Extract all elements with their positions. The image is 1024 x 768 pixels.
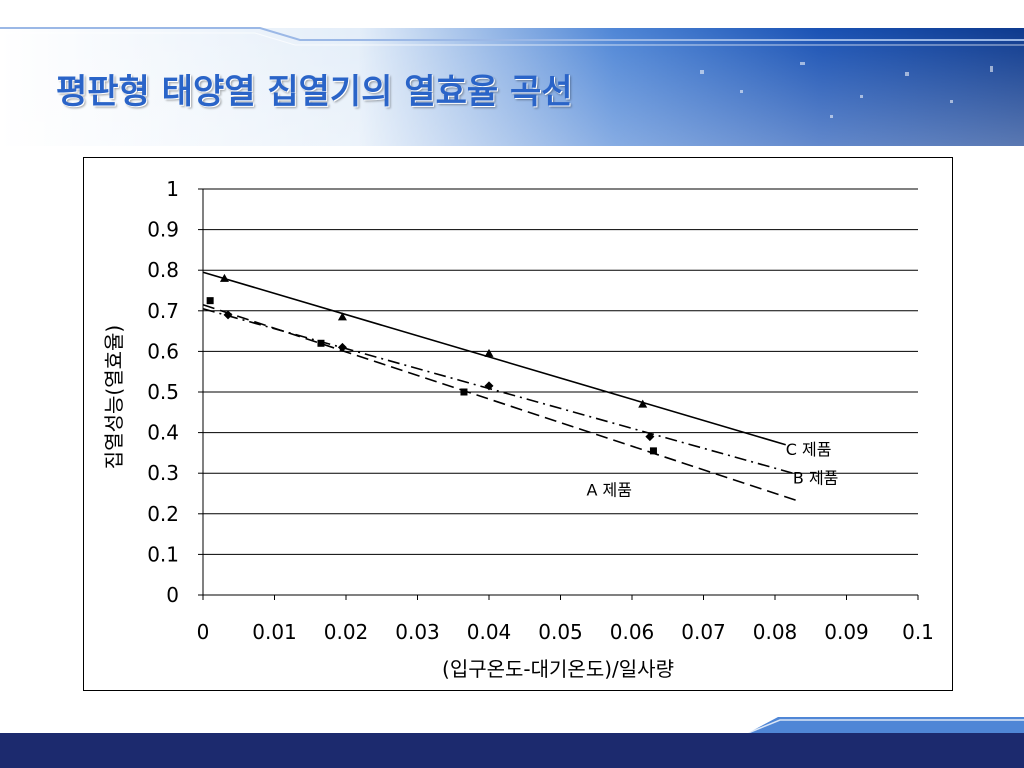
x-tick-label-6: 0.06	[610, 620, 655, 644]
y-tick-label-5: 0.5	[147, 380, 179, 404]
series-b-point-3	[645, 432, 655, 442]
x-tick-label-5: 0.05	[538, 620, 583, 644]
x-tick-label-7: 0.07	[681, 620, 726, 644]
y-tick-label-8: 0.8	[147, 258, 179, 282]
header-banner	[0, 27, 1024, 146]
x-tick-label-4: 0.04	[467, 620, 512, 644]
series-b-label: B 제품	[793, 468, 839, 487]
x-tick-label-10: 0.1	[902, 620, 934, 644]
series-a-label: A 제품	[587, 481, 632, 500]
y-axis-title: 집열성능(열효율)	[102, 325, 126, 469]
y-tick-label-6: 0.6	[147, 339, 179, 363]
series-a-point-0	[206, 297, 214, 305]
x-tick-label-8: 0.08	[753, 620, 798, 644]
series-a-point-2	[460, 388, 468, 396]
x-axis-title: (입구온도-대기온도)/일사량	[442, 657, 674, 681]
x-tick-label-1: 0.01	[252, 620, 297, 644]
x-tick-label-3: 0.03	[395, 620, 440, 644]
series-b-fit-line	[202, 307, 794, 474]
footer-band	[0, 717, 1024, 768]
series-a-point-1	[317, 339, 325, 347]
series-b-point-0	[223, 310, 233, 320]
series-c-point-3	[638, 399, 648, 408]
series-b-point-1	[337, 342, 347, 352]
series-c-point-0	[219, 273, 229, 282]
series-c-point-2	[484, 348, 494, 357]
y-tick-label-7: 0.7	[147, 299, 179, 323]
y-tick-label-9: 0.9	[147, 218, 179, 242]
chart-frame: 0 0.1 0.2 0.3 0.4 0.5 0.6 0.7 0.8 0.9 1 0 0.01 0.02 0.…	[83, 157, 953, 691]
series-c-label: C 제품	[786, 440, 832, 459]
x-tick-label-9: 0.09	[824, 620, 869, 644]
series-c-point-1	[337, 312, 347, 321]
x-tick-label-0: 0	[197, 620, 210, 644]
y-tick-label-10: 1	[166, 177, 179, 201]
x-tick-label-2: 0.02	[324, 620, 369, 644]
efficiency-chart: 0 0.1 0.2 0.3 0.4 0.5 0.6 0.7 0.8 0.9 1 0 0.01 0.02 0.…	[102, 177, 934, 681]
y-tick-label-4: 0.4	[147, 421, 179, 445]
y-tick-label-3: 0.3	[147, 461, 179, 485]
series-c-fit-line	[202, 271, 786, 446]
series-b-point-2	[484, 381, 494, 391]
page-title: 평판형 태양열 집열기의 열효율 곡선	[56, 72, 573, 112]
y-tick-label-1: 0.1	[147, 542, 179, 566]
series-a-fit-line	[202, 303, 801, 503]
y-tick-label-2: 0.2	[147, 502, 179, 526]
y-tick-label-0: 0	[166, 583, 179, 607]
series-a-point-3	[649, 447, 657, 455]
